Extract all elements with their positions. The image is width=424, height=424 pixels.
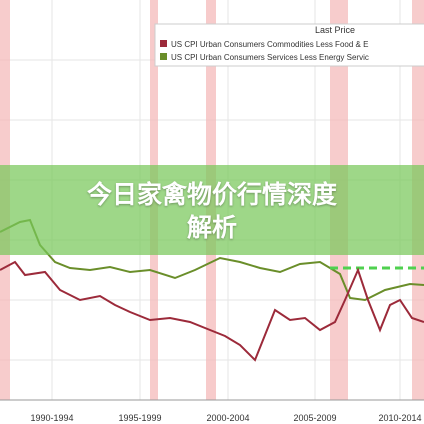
legend-box <box>154 23 424 67</box>
legend-item: US CPI Urban Consumers Services Less Ene… <box>171 53 369 62</box>
x-label: 1990-1994 <box>30 413 73 423</box>
banner-title: 今日家禽物价行情深度解析 <box>86 180 337 242</box>
legend-title: Last Price <box>315 25 355 35</box>
commodities-line <box>0 260 424 362</box>
legend-swatch <box>160 40 167 47</box>
legend-swatch <box>160 53 167 60</box>
x-label: 2010-2014 <box>378 413 421 423</box>
x-label: 1995-1999 <box>118 413 161 423</box>
services-line <box>0 218 424 302</box>
legend-item: US CPI Urban Consumers Commodities Less … <box>171 40 368 49</box>
banner <box>0 165 424 255</box>
x-label: 2005-2009 <box>293 413 336 423</box>
x-label: 2000-2004 <box>206 413 249 423</box>
